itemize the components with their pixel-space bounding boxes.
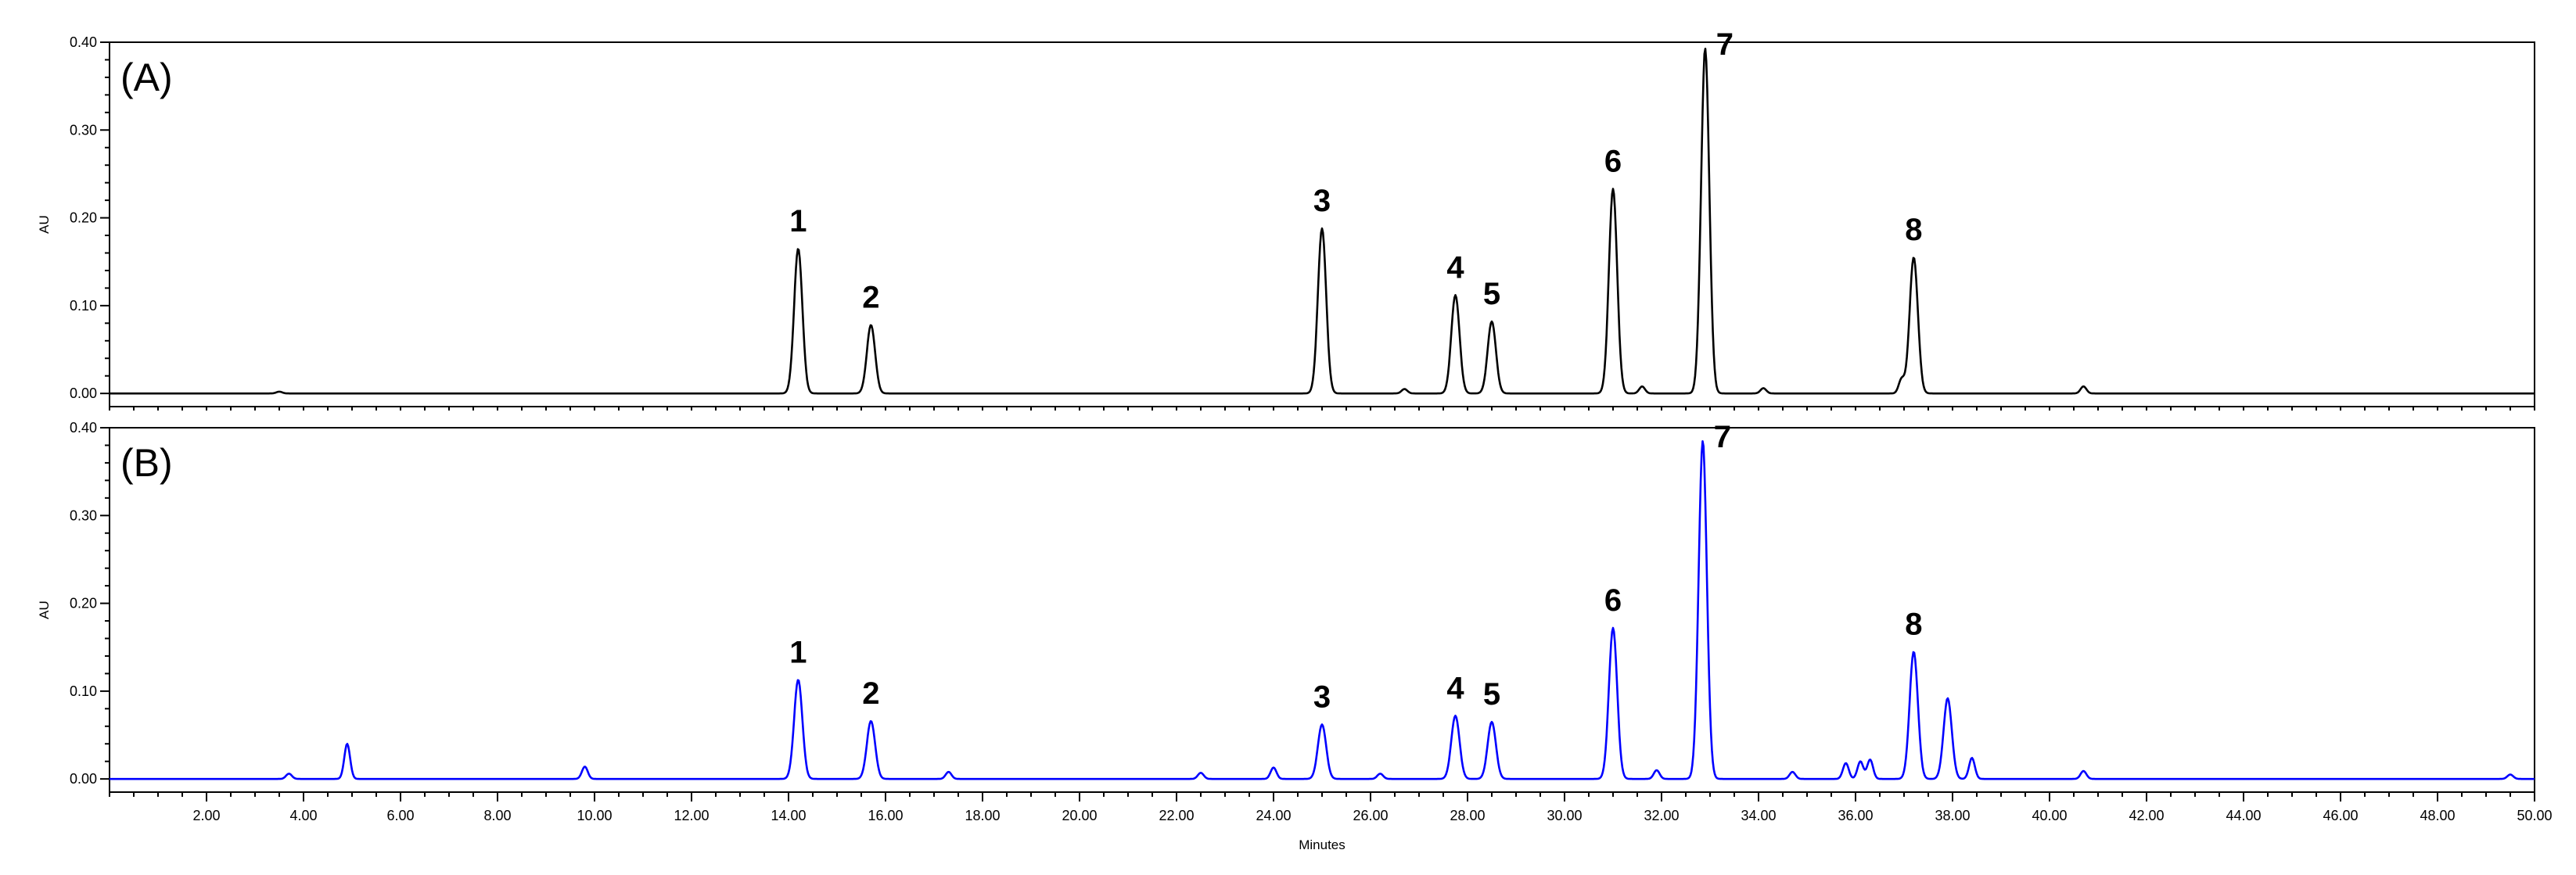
peak-label: 1 bbox=[789, 204, 807, 238]
x-tick-label: 22.00 bbox=[1159, 808, 1194, 823]
x-tick-label: 26.00 bbox=[1353, 808, 1388, 823]
peak-label: 4 bbox=[1446, 250, 1464, 285]
x-tick-label: 48.00 bbox=[2420, 808, 2455, 823]
peak-label: 6 bbox=[1604, 145, 1622, 179]
plot-frame bbox=[109, 41, 2535, 407]
panel-b: 0.00 0.10 0.20 0.30 0.40 AU (B) 1 2 3 4 5 6 7 8 2.00 4.0… bbox=[37, 420, 2553, 852]
peak-label: 5 bbox=[1483, 277, 1500, 311]
x-tick-label: 28.00 bbox=[1450, 808, 1485, 823]
x-tick-label: 40.00 bbox=[2032, 808, 2067, 823]
x-tick-label: 36.00 bbox=[1838, 808, 1873, 823]
x-tick-label: 10.00 bbox=[577, 808, 612, 823]
x-tick-label: 50.00 bbox=[2517, 808, 2552, 823]
x-tick-label: 20.00 bbox=[1062, 808, 1097, 823]
chromatogram-trace bbox=[109, 47, 2535, 395]
peak-label: 5 bbox=[1483, 677, 1500, 712]
x-tick-label: 30.00 bbox=[1547, 808, 1582, 823]
y-tick-label: 0.30 bbox=[70, 507, 97, 523]
y-tick-label: 0.00 bbox=[70, 771, 97, 787]
y-tick-label: 0.30 bbox=[70, 122, 97, 138]
y-axis-label: AU bbox=[37, 215, 52, 234]
x-tick-label: 32.00 bbox=[1644, 808, 1679, 823]
x-axis-label: Minutes bbox=[1299, 837, 1345, 852]
x-tick-label: 8.00 bbox=[483, 808, 511, 823]
peak-label: 7 bbox=[1716, 27, 1734, 62]
peak-label: 8 bbox=[1905, 213, 1922, 247]
peak-label: 3 bbox=[1313, 680, 1331, 715]
plot-frame bbox=[109, 427, 2535, 793]
y-tick-label: 0.20 bbox=[70, 596, 97, 611]
peak-label: 3 bbox=[1313, 184, 1331, 218]
y-tick-label: 0.20 bbox=[70, 210, 97, 226]
peak-label: 2 bbox=[862, 676, 879, 711]
peak-label: 8 bbox=[1905, 607, 1922, 641]
peak-label: 2 bbox=[862, 281, 879, 315]
y-tick-label: 0.40 bbox=[70, 420, 97, 436]
x-tick-label: 12.00 bbox=[674, 808, 709, 823]
x-tick-label: 14.00 bbox=[771, 808, 806, 823]
peak-label: 1 bbox=[789, 635, 807, 669]
panel-label: (A) bbox=[120, 56, 173, 99]
y-tick-label: 0.40 bbox=[70, 34, 97, 50]
y-axis-label: AU bbox=[37, 601, 52, 619]
panel-label: (B) bbox=[120, 441, 173, 485]
peak-label: 6 bbox=[1604, 583, 1622, 618]
chromatogram-trace bbox=[109, 439, 2535, 780]
x-tick-label: 16.00 bbox=[868, 808, 903, 823]
x-tick-label: 18.00 bbox=[965, 808, 1000, 823]
y-tick-label: 0.00 bbox=[70, 386, 97, 401]
panel-a: 0.00 0.10 0.20 0.30 0.40 AU (A) 1 2 3 45 6 7 8 bbox=[37, 27, 2535, 411]
x-tick-label: 6.00 bbox=[386, 808, 414, 823]
x-tick-label: 2.00 bbox=[192, 808, 220, 823]
y-tick-label: 0.10 bbox=[70, 298, 97, 314]
x-tick-label: 42.00 bbox=[2129, 808, 2164, 823]
peak-label: 7 bbox=[1714, 420, 1731, 454]
x-tick-label: 38.00 bbox=[1935, 808, 1970, 823]
x-tick-label: 24.00 bbox=[1256, 808, 1291, 823]
x-tick-label: 34.00 bbox=[1741, 808, 1776, 823]
y-tick-label: 0.10 bbox=[70, 683, 97, 699]
x-tick-label: 46.00 bbox=[2323, 808, 2358, 823]
x-tick-label: 4.00 bbox=[289, 808, 317, 823]
x-tick-label: 44.00 bbox=[2226, 808, 2261, 823]
peak-label: 4 bbox=[1446, 671, 1464, 705]
